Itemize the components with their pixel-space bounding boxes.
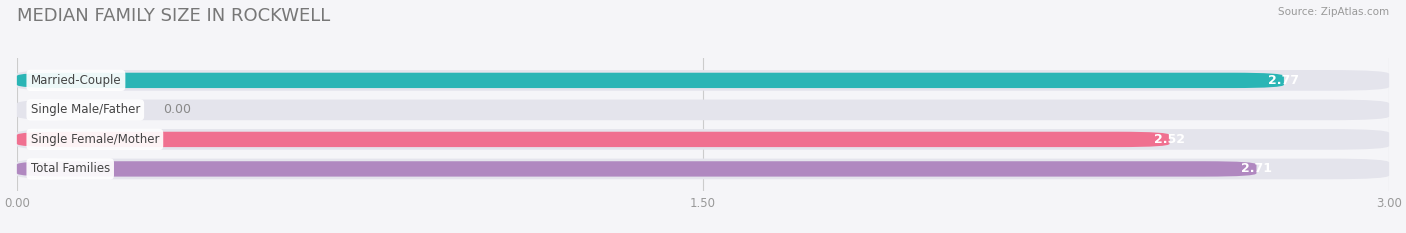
- FancyBboxPatch shape: [17, 129, 1389, 150]
- FancyBboxPatch shape: [17, 73, 1284, 88]
- Text: Single Female/Mother: Single Female/Mother: [31, 133, 159, 146]
- Text: Source: ZipAtlas.com: Source: ZipAtlas.com: [1278, 7, 1389, 17]
- Text: 2.52: 2.52: [1154, 133, 1185, 146]
- Text: 2.77: 2.77: [1268, 74, 1299, 87]
- Text: Total Families: Total Families: [31, 162, 110, 175]
- FancyBboxPatch shape: [17, 70, 1389, 91]
- Text: MEDIAN FAMILY SIZE IN ROCKWELL: MEDIAN FAMILY SIZE IN ROCKWELL: [17, 7, 330, 25]
- Text: Married-Couple: Married-Couple: [31, 74, 121, 87]
- FancyBboxPatch shape: [17, 99, 1389, 120]
- FancyBboxPatch shape: [17, 132, 1170, 147]
- FancyBboxPatch shape: [17, 159, 1389, 179]
- Text: 2.71: 2.71: [1241, 162, 1272, 175]
- FancyBboxPatch shape: [17, 161, 1257, 177]
- Text: Single Male/Father: Single Male/Father: [31, 103, 141, 116]
- Text: 0.00: 0.00: [163, 103, 191, 116]
